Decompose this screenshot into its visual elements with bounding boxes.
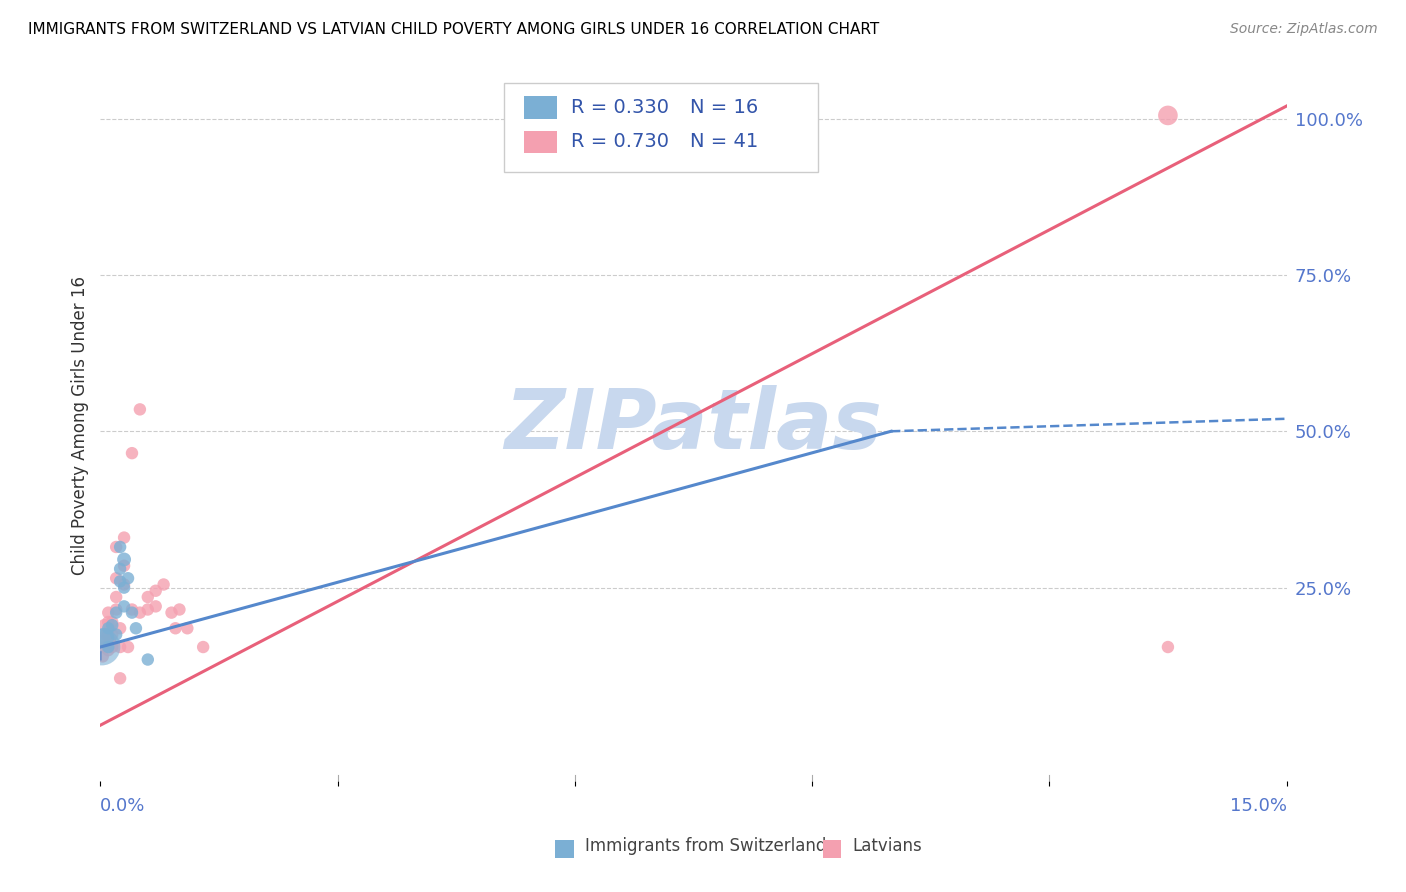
Point — [105, 540, 128, 554]
Point — [101, 615, 124, 629]
Point — [145, 599, 167, 614]
FancyBboxPatch shape — [503, 83, 818, 172]
Point — [136, 590, 159, 604]
Point — [121, 606, 143, 620]
Point — [101, 640, 124, 654]
Text: R = 0.730: R = 0.730 — [571, 132, 669, 152]
Point — [108, 640, 131, 654]
Point — [97, 615, 120, 629]
Point — [117, 571, 139, 585]
Point — [128, 402, 150, 417]
Point — [108, 621, 131, 635]
Point — [98, 633, 121, 648]
Text: N = 41: N = 41 — [690, 132, 758, 152]
Point — [121, 602, 143, 616]
Point — [1157, 108, 1180, 122]
Point — [94, 627, 117, 641]
Text: Latvians: Latvians — [852, 837, 922, 855]
Point — [105, 602, 128, 616]
Point — [97, 640, 120, 654]
Point — [90, 640, 112, 654]
Point — [97, 643, 120, 657]
Point — [91, 649, 114, 664]
Point — [97, 621, 120, 635]
Point — [191, 640, 214, 654]
Point — [112, 581, 135, 595]
Y-axis label: Child Poverty Among Girls Under 16: Child Poverty Among Girls Under 16 — [72, 276, 89, 574]
Point — [105, 606, 128, 620]
Point — [91, 633, 114, 648]
Point — [176, 621, 198, 635]
Point — [112, 552, 135, 566]
Point — [152, 577, 174, 591]
Point — [105, 571, 128, 585]
Point — [93, 631, 115, 645]
Point — [165, 621, 187, 635]
FancyBboxPatch shape — [524, 96, 557, 120]
Point — [101, 627, 124, 641]
Point — [169, 602, 191, 616]
Text: Source: ZipAtlas.com: Source: ZipAtlas.com — [1230, 22, 1378, 37]
Point — [108, 671, 131, 685]
Text: 15.0%: 15.0% — [1229, 797, 1286, 815]
Text: N = 16: N = 16 — [690, 98, 758, 117]
Point — [105, 627, 128, 641]
Text: R = 0.330: R = 0.330 — [571, 98, 669, 117]
Point — [112, 577, 135, 591]
Point — [112, 531, 135, 545]
Point — [117, 640, 139, 654]
Point — [121, 446, 143, 460]
Point — [97, 606, 120, 620]
Point — [108, 562, 131, 576]
Text: 0.0%: 0.0% — [100, 797, 146, 815]
Point — [160, 606, 183, 620]
Point — [108, 540, 131, 554]
Text: Immigrants from Switzerland: Immigrants from Switzerland — [585, 837, 827, 855]
Point — [112, 558, 135, 573]
Text: IMMIGRANTS FROM SWITZERLAND VS LATVIAN CHILD POVERTY AMONG GIRLS UNDER 16 CORREL: IMMIGRANTS FROM SWITZERLAND VS LATVIAN C… — [28, 22, 879, 37]
Point — [105, 590, 128, 604]
Point — [112, 599, 135, 614]
Point — [108, 574, 131, 589]
Point — [98, 621, 121, 635]
Point — [93, 640, 115, 654]
Point — [136, 652, 159, 666]
Point — [128, 606, 150, 620]
Text: ZIPatlas: ZIPatlas — [505, 384, 883, 466]
Point — [101, 618, 124, 632]
Point — [145, 583, 167, 598]
Point — [136, 602, 159, 616]
Point — [125, 621, 148, 635]
Point — [1157, 640, 1180, 654]
Point — [93, 618, 115, 632]
Point — [97, 627, 120, 641]
FancyBboxPatch shape — [524, 130, 557, 153]
